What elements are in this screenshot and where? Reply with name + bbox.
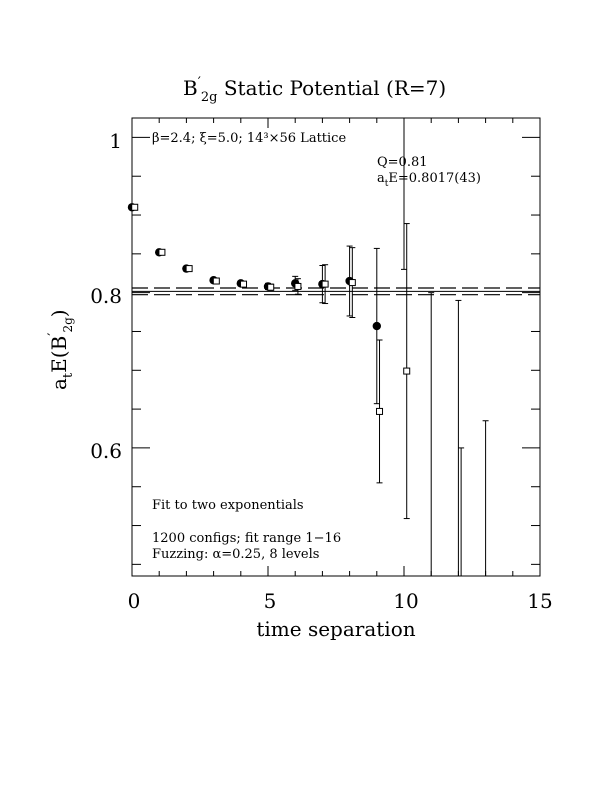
fit-label-annotation: Fit to two exponentials — [152, 498, 304, 513]
energy-annotation: atE=0.8017(43) — [377, 171, 481, 189]
y-tick-labels: 0.6 0.8 1 — [90, 129, 122, 463]
lattice-annotation: β=2.4; ξ=5.0; 14³×56 Lattice — [152, 131, 346, 146]
q-value-annotation: Q=0.81 — [377, 155, 428, 170]
ylabel-main: a — [47, 378, 71, 390]
x-axis-label: time separation — [256, 617, 415, 641]
data-point-square — [131, 203, 139, 211]
energy-a: a — [377, 171, 385, 186]
data-point-square — [212, 277, 220, 285]
data-point-square — [267, 283, 275, 291]
configs-annotation: 1200 configs; fit range 1−16 — [152, 531, 341, 546]
data-point-square — [185, 265, 193, 273]
data-point-square — [348, 279, 356, 287]
y-tick-label-0.6: 0.6 — [90, 439, 122, 463]
ylabel-prime: ′ — [46, 333, 62, 336]
data-point-square — [321, 280, 329, 288]
title-prime: ′ — [198, 75, 201, 91]
title-rest: Static Potential (R=7) — [217, 76, 446, 100]
data-point-square — [240, 280, 248, 288]
title-main: B — [183, 76, 198, 100]
x-tick-label-15: 15 — [527, 589, 552, 613]
lattice-beta: β=2.4; — [152, 131, 195, 146]
data-points — [127, 118, 489, 576]
data-point-square — [403, 367, 411, 375]
data-point-square — [158, 248, 166, 256]
x-tick-label-10: 10 — [393, 589, 418, 613]
chart-title: B′2g Static Potential (R=7) — [183, 75, 446, 105]
data-point-square — [294, 282, 302, 290]
x-tick-label-5: 5 — [264, 589, 277, 613]
energy-rest: E=0.8017(43) — [388, 171, 481, 186]
fit-lines — [132, 287, 540, 296]
plot-frame — [131, 117, 541, 577]
data-point-circle — [372, 321, 381, 331]
energy-t: t — [385, 179, 389, 189]
ylabel-end: ) — [47, 309, 71, 317]
data-point-square — [376, 407, 384, 415]
ylabel-sub2: 2g — [61, 317, 75, 333]
ylabel-mid: E(B — [47, 336, 71, 373]
ylabel-sub: t — [61, 372, 76, 378]
lattice-size: 14³×56 Lattice — [247, 131, 347, 146]
y-axis-label: atE(B′2g) — [46, 309, 76, 390]
x-tick-label-0: 0 — [128, 589, 141, 613]
y-tick-label-1: 1 — [109, 129, 122, 153]
y-tick-label-0.8: 0.8 — [90, 284, 122, 308]
x-tick-labels: 0 5 10 15 — [128, 589, 553, 613]
title-sub: 2g — [201, 90, 218, 105]
lattice-xi: ξ=5.0; — [200, 131, 243, 146]
fuzzing-annotation: Fuzzing: α=0.25, 8 levels — [152, 547, 319, 562]
